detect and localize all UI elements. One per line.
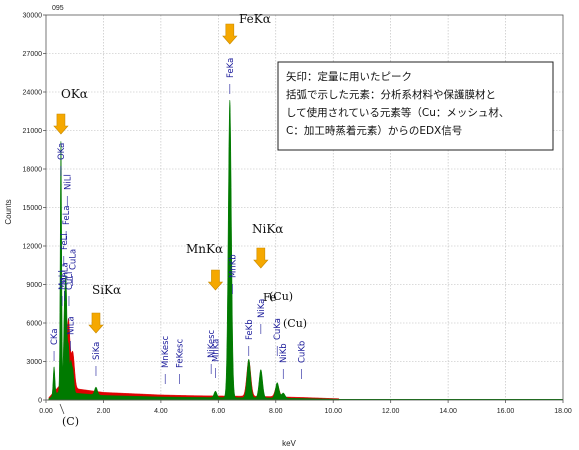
arrow-down-icon [88,312,104,334]
x-tick-label: 8.00 [269,408,283,415]
y-tick-label: 0 [38,398,42,405]
spectrum-series [47,99,563,401]
peak-label-feka: FeKa [226,58,236,78]
peak-label-mnkb: MnKb [228,254,238,278]
paren-c-leader [59,403,65,415]
y-tick-label: 3000 [26,359,42,366]
annotation-line-2: 括弧で示した元素：分析系材料や保護膜材と [286,88,496,101]
y-tick-label: 9000 [26,282,42,289]
peak-label-oka: OKa [57,143,67,160]
y-tick-label: 15000 [23,205,43,212]
y-tick-label: 24000 [23,90,43,97]
y-axis-title: Counts [4,199,13,224]
arrow-down-icon [222,23,238,45]
peak-label-cukb: CuKb [298,341,308,363]
peak-label-mnkesc: MnKesc [161,335,171,368]
peak-label-cula: CuLa [69,249,79,270]
callout-mnk-alpha: MnKα [186,242,223,256]
peak-label-nika: NiKa [257,299,267,318]
x-tick-label: 4.00 [154,408,168,415]
y-tick-label: 27000 [23,51,43,58]
peak-label-fela: FeLa [62,205,72,225]
spectrum-main-fill [47,99,340,401]
x-tick-label: 16.00 [497,408,515,415]
axes [43,14,564,403]
arrow-down-icon [253,247,269,269]
peak-label-cka: CKa [50,328,60,345]
peak-label-cuka: CuKa [273,318,283,340]
x-tick-label: 18.00 [554,408,572,415]
callout-sik-alpha: SiKα [92,283,121,297]
x-tick-label: 0.00 [39,408,53,415]
paren-label-cu-1: (Cu) [269,290,293,303]
annotation-line-4: C：加工時蒸着元素）からのEDX信号 [286,124,462,137]
y-tick-label: 12000 [23,244,43,251]
x-tick-label: 10.00 [324,408,342,415]
arrow-down-icon [207,269,224,291]
peak-label-mnka: MnKa [211,339,221,362]
peak-label-mnla: MnLa [60,262,70,285]
tick-labels: 0 3000 6000 9000 12000 15000 18000 21000 24000 27… [23,13,572,416]
peak-label-fekb: FeKb [245,319,255,340]
fe-prefix-label: Fe [263,291,277,304]
x-tick-label: 6.00 [212,408,226,415]
x-tick-label: 14.00 [439,408,457,415]
callout-ok-alpha: OKα [61,87,88,101]
peak-label-nikb: NiKb [279,343,289,363]
peak-label-fell: FeLl [60,233,70,250]
peak-label-nikesc: NiKesc [207,329,217,358]
annotation-line-3: して使用されている元素等（Cu：メッシュ材、 [286,106,509,119]
peak-label-nila: NiLa [66,316,76,335]
callout-arrows [53,23,269,415]
x-tick-label: 2.00 [97,408,111,415]
peak-label-sika: SiKa [92,342,102,360]
peak-label-mnll: MnLl [58,270,68,290]
paren-label-c: (C) [62,415,79,428]
x-tick-label: 12.00 [382,408,400,415]
y-tick-label: 21000 [23,128,43,135]
callout-fek-alpha: FeKα [239,12,271,26]
annotation-box: 矢印：定量に用いたピーク 括弧で示した元素：分析系材料や保護膜材と して使用され… [277,61,554,151]
corner-label: 095 [52,5,64,12]
y-tick-label: 30000 [23,13,43,20]
peak-label-fekesc: FeKesc [176,339,186,368]
y-tick-label: 18000 [23,167,43,174]
paren-label-cu-2: (Cu) [283,317,307,330]
y-tick-label: 6000 [26,321,42,328]
callout-nik-alpha: NiKα [252,222,283,236]
annotation-box-border [277,61,554,151]
x-axis-title: keV [282,439,296,448]
annotation-line-1: 矢印：定量に用いたピーク [286,70,412,83]
peak-label-cull: CuLl [65,272,75,290]
arrow-down-icon [53,113,69,135]
peak-label-nill: NiLl [63,174,73,190]
